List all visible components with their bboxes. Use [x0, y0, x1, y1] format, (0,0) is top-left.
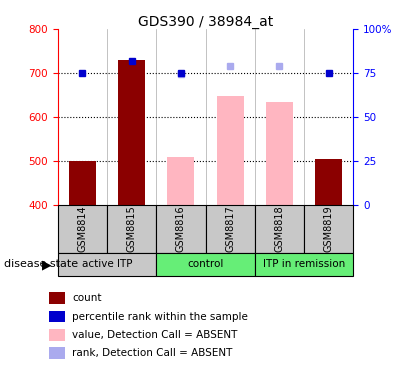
Text: percentile rank within the sample: percentile rank within the sample [72, 311, 248, 322]
Text: ITP in remission: ITP in remission [263, 259, 345, 269]
Text: GSM8816: GSM8816 [176, 205, 186, 252]
Text: ▶: ▶ [42, 258, 52, 271]
Text: GSM8817: GSM8817 [225, 205, 235, 252]
Bar [167, 157, 194, 205]
Text: disease state: disease state [4, 259, 78, 269]
Bar [107, 205, 156, 253]
Text: value, Detection Call = ABSENT: value, Detection Call = ABSENT [72, 330, 238, 340]
Text: count: count [72, 293, 102, 303]
Bar [58, 205, 107, 253]
Bar [49, 329, 65, 341]
Bar [69, 161, 96, 205]
Bar [206, 205, 255, 253]
Text: rank, Detection Call = ABSENT: rank, Detection Call = ABSENT [72, 348, 232, 358]
Bar [266, 102, 293, 205]
Bar [255, 253, 353, 276]
Text: GSM8814: GSM8814 [77, 205, 87, 252]
Text: GSM8819: GSM8819 [324, 205, 334, 252]
Bar [49, 347, 65, 359]
Bar [217, 96, 244, 205]
Bar [304, 205, 353, 253]
Bar [118, 60, 145, 205]
Text: GDS390 / 38984_at: GDS390 / 38984_at [138, 15, 273, 29]
Text: control: control [187, 259, 224, 269]
Bar [49, 292, 65, 304]
Bar [315, 159, 342, 205]
Bar [156, 253, 255, 276]
Text: GSM8818: GSM8818 [275, 205, 284, 252]
Bar [255, 205, 304, 253]
Bar [58, 253, 156, 276]
Text: GSM8815: GSM8815 [127, 205, 136, 252]
Bar [49, 311, 65, 322]
Bar [156, 205, 206, 253]
Text: active ITP: active ITP [82, 259, 132, 269]
